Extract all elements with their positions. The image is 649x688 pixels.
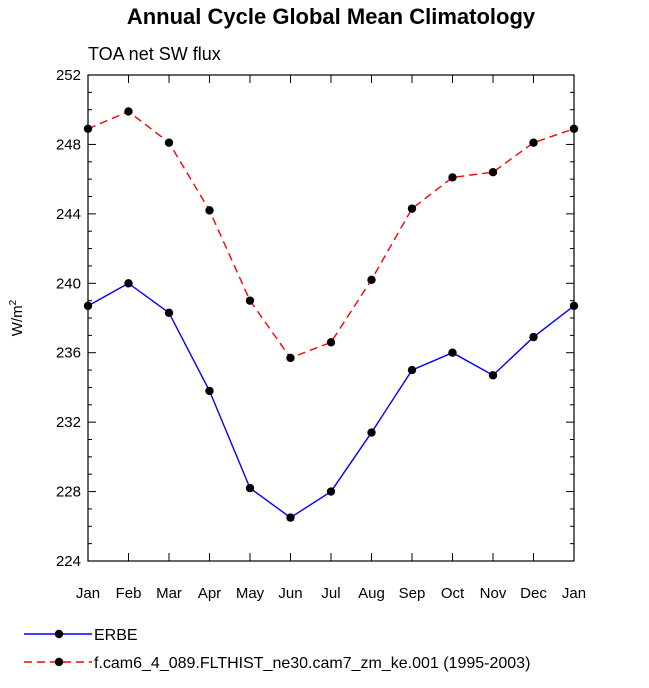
data-point-series-0 [407, 365, 417, 375]
data-point-series-1 [124, 107, 133, 116]
y-tick-label: 232 [56, 414, 81, 431]
data-point-series-0 [124, 279, 133, 288]
y-tick-label: 236 [56, 345, 81, 362]
data-point-series-0 [569, 301, 579, 311]
legend-entry-label-0: ERBE [94, 627, 138, 644]
y-tick-label: 248 [56, 136, 81, 153]
x-tick-label: Apr [198, 585, 221, 602]
data-point-series-1 [569, 124, 579, 134]
data-point-series-0 [488, 371, 498, 380]
x-tick-label: Jun [278, 585, 302, 602]
data-point-series-1 [205, 206, 214, 215]
data-point-series-1 [529, 138, 538, 147]
chart-subtitle: TOA net SW flux [88, 44, 221, 64]
x-tick-label: Feb [116, 585, 142, 602]
series-line-0 [87, 282, 575, 519]
data-point-series-0 [367, 428, 376, 437]
y-tick-label: 224 [56, 553, 81, 570]
data-point-series-0 [164, 308, 174, 317]
y-tick-label: 244 [56, 206, 81, 223]
x-tick-label: Nov [480, 585, 507, 602]
data-point-series-0 [245, 483, 255, 493]
data-point-series-0 [286, 513, 295, 522]
data-point-series-1 [83, 124, 93, 134]
x-tick-label: Oct [441, 585, 465, 602]
y-axis-label-text: W/m [9, 305, 26, 336]
legend-swatch-marker-0 [54, 629, 64, 639]
y-axis-label-superscript: 2 [8, 299, 19, 305]
y-tick-label: 240 [56, 275, 81, 292]
x-tick-label: Mar [156, 585, 182, 602]
x-tick-label: Jan [76, 585, 100, 602]
y-tick-label: 228 [56, 484, 81, 501]
data-point-series-1 [407, 204, 417, 213]
y-tick-label: 252 [56, 67, 81, 84]
data-point-series-1 [448, 173, 457, 182]
x-tick-label: Sep [399, 585, 426, 602]
series-line-1 [87, 110, 575, 359]
x-tick-label: May [236, 585, 265, 602]
data-point-series-0 [326, 487, 336, 496]
svg-text:W/m2: W/m2 [8, 299, 26, 336]
legend-entry-label-1: f.cam6_4_089.FLTHIST_ne30.cam7_zm_ke.001… [94, 655, 530, 672]
data-point-series-1 [367, 275, 376, 285]
plot-area: 224 228 232 236 240 244 248 252 Jan Feb Mar Apr May J… [56, 67, 586, 602]
data-point-series-1 [488, 168, 498, 177]
data-point-series-0 [448, 348, 457, 357]
data-point-series-0 [83, 301, 93, 311]
data-point-series-0 [529, 332, 538, 342]
data-point-series-1 [326, 338, 336, 347]
x-tick-label: Dec [520, 585, 547, 602]
x-tick-label: Aug [358, 585, 385, 602]
data-point-series-1 [245, 296, 255, 305]
data-point-series-1 [286, 353, 295, 363]
y-axis-label: W/m2 [8, 299, 26, 336]
x-tick-label: Jul [321, 585, 340, 602]
data-point-series-0 [205, 386, 214, 396]
legend-swatch-marker-1 [54, 657, 64, 667]
legend: ERBE f.cam6_4_089.FLTHIST_ne30.cam7_zm_ke… [24, 627, 530, 672]
chart-title: Annual Cycle Global Mean Climatology [127, 4, 536, 29]
data-point-series-1 [164, 138, 174, 147]
x-tick-label: Jan [562, 585, 586, 602]
